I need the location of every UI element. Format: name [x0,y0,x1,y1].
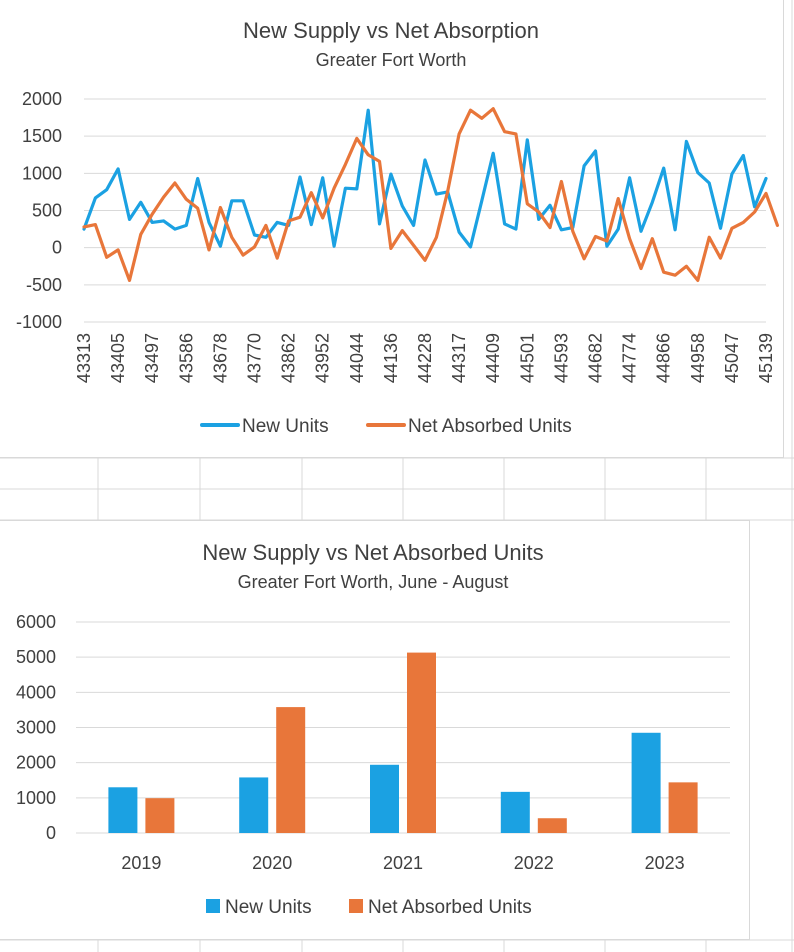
y-tick-label: 4000 [16,682,56,702]
x-tick-label: 43770 [245,333,265,383]
bar-chart: New Supply vs Net Absorbed Units Greater… [16,540,730,918]
legend-new-units-label: New Units [242,416,329,437]
x-tick-label: 44774 [620,333,640,383]
x-tick-label: 44228 [415,333,435,383]
legend-net-absorbed-label: Net Absorbed Units [368,897,532,918]
bar-net-absorbed-2022 [537,818,567,833]
new-units-line [82,108,768,249]
y-tick-label: 500 [32,201,62,221]
y-tick-label: 2000 [16,753,56,773]
legend: New Units Net Absorbed Units [206,897,532,918]
x-tick-label: 43586 [176,333,196,383]
x-tick-label: 2020 [252,853,292,873]
bar-net-absorbed-2019 [145,798,175,833]
x-tick-label: 44593 [551,333,571,383]
x-tick-label: 44044 [347,333,367,383]
y-tick-label: 0 [46,823,56,843]
bar-new-units-2023 [631,732,661,833]
x-tick-label: 2023 [645,853,685,873]
x-tick-label: 44409 [483,333,503,383]
y-tick-label: 2000 [22,89,62,109]
y-tick-label: -500 [26,275,62,295]
x-tick-label: 43862 [279,333,299,383]
bar-net-absorbed-2021 [407,652,436,833]
x-tick-label: 43497 [142,333,162,383]
chart-title: New Supply vs Net Absorbed Units [202,540,543,565]
bar-new-units-2022 [500,791,530,833]
y-tick-label: 1000 [22,163,62,183]
x-tick-label: 2019 [121,853,161,873]
x-tick-label: 44958 [688,333,708,383]
y-tick-label: 6000 [16,612,56,632]
chart-subtitle: Greater Fort Worth, June - August [238,572,509,592]
bar-net-absorbed-2023 [668,782,698,833]
x-tick-label: 45139 [756,333,776,383]
x-tick-label: 43678 [210,333,230,383]
y-tick-label: 3000 [16,718,56,738]
x-tick-label: 44501 [517,333,537,383]
y-tick-label: 5000 [16,647,56,667]
x-tick-label: 43952 [313,333,333,383]
chart-title: New Supply vs Net Absorption [243,18,539,43]
x-tick-label: 43313 [74,333,94,383]
x-tick-label: 2022 [514,853,554,873]
line-chart-card[interactable]: New Supply vs Net Absorption Greater For… [0,0,784,458]
bar-new-units-2021 [370,764,399,833]
x-tick-label: 44136 [381,333,401,383]
y-tick-label: 1500 [22,126,62,146]
bar-chart-card[interactable]: New Supply vs Net Absorbed Units Greater… [0,520,750,940]
x-tick-label: 44317 [449,333,469,383]
line-chart: New Supply vs Net Absorption Greater For… [16,18,780,437]
legend-new-units-label: New Units [225,897,312,918]
x-tick-label: 45047 [722,333,742,383]
x-tick-label: 44866 [654,333,674,383]
bar-new-units-2020 [239,777,269,833]
net-absorbed-units-line [82,107,780,282]
legend-net-absorbed-label: Net Absorbed Units [408,416,572,437]
bar-new-units-2019 [108,787,138,833]
y-tick-label: -1000 [16,312,62,332]
legend-net-absorbed-swatch [349,899,363,913]
chart-subtitle: Greater Fort Worth [316,50,467,70]
y-tick-label: 0 [52,238,62,258]
legend: New Units Net Absorbed Units [200,416,572,437]
x-tick-label: 43405 [108,333,128,383]
x-tick-label: 44682 [586,333,606,383]
bar-net-absorbed-2020 [276,707,306,833]
x-tick-label: 2021 [383,853,423,873]
legend-new-units-swatch [206,899,220,913]
y-tick-label: 1000 [16,788,56,808]
